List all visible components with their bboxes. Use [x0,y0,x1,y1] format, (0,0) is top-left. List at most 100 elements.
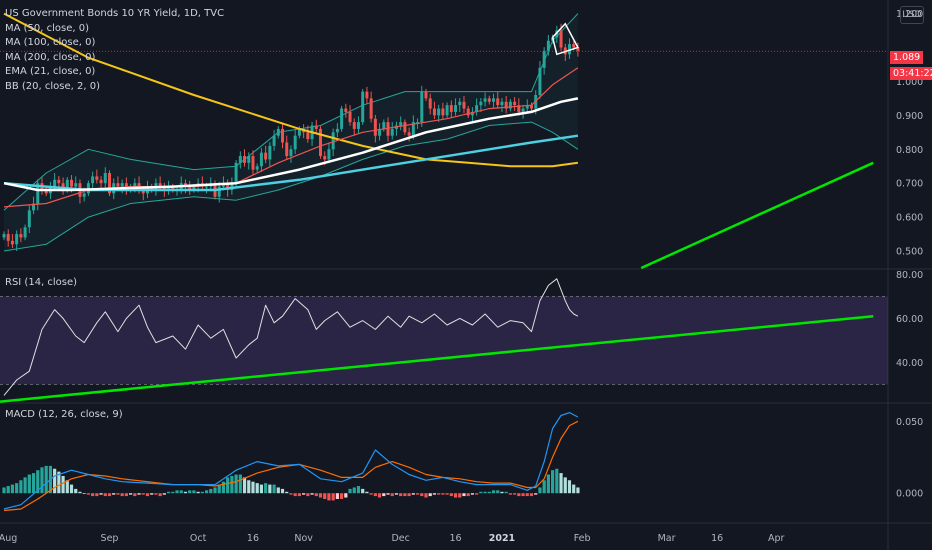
time-axis-tick: 16 [247,533,259,544]
macd-histogram-bar [103,493,107,497]
macd-histogram-bar [285,491,289,494]
candle [217,186,221,197]
macd-histogram-bar [255,483,259,494]
candle [546,40,550,51]
macd-histogram-bar [327,493,331,501]
macd-histogram-bar [335,493,339,499]
macd-histogram-bar [513,493,517,495]
candle [466,108,470,116]
candle [470,111,474,116]
candle [327,149,331,160]
candle [340,108,344,129]
candle [255,166,259,170]
macd-histogram-bar [491,490,496,494]
macd-signal-line [3,420,579,512]
time-axis-tick: Aug [0,533,17,544]
countdown-tag: 03:41:22 [890,67,932,80]
macd-histogram-bar [529,493,534,497]
macd-histogram-bar [141,493,145,495]
macd-histogram-bar [27,474,31,494]
candle [293,135,297,150]
candle [32,203,36,211]
candle [403,122,407,133]
macd-histogram-bar [356,486,361,494]
macd-histogram-bar [247,480,251,494]
macd-histogram-bar [145,493,150,497]
candle [23,227,27,238]
macd-histogram-bar [458,493,462,498]
candle [319,128,322,157]
macd-histogram-bar [437,493,441,495]
macd-histogram-bar [344,493,348,498]
macd-histogram-bar [551,470,555,494]
macd-histogram-bar [466,493,470,497]
candle [441,108,445,116]
candle [500,101,504,106]
candle [314,125,318,129]
candle [335,128,339,133]
price-axis-tick: 0.700 [896,179,923,190]
macd-histogram-bar [158,493,162,497]
candle [382,122,386,129]
macd-histogram-bar [449,493,453,497]
macd-histogram-bar [44,465,48,494]
candle [70,179,74,187]
macd-histogram-bar [483,491,487,494]
candle [247,156,251,163]
candle [108,173,111,194]
macd-histogram-bar [204,490,209,494]
candle [82,193,86,197]
candle [188,186,192,190]
macd-histogram-bar [272,484,276,494]
macd-histogram-bar [542,480,546,494]
macd-histogram-bar [508,493,512,495]
macd-histogram-bar [65,480,69,494]
macd-histogram-bar [462,493,466,497]
macd-histogram-bar [306,493,310,497]
ma100-line [3,134,579,192]
macd-histogram-bar [133,493,137,497]
macd-histogram-bar [407,493,411,497]
macd-histogram-bar [53,468,57,494]
candle [416,122,420,124]
candle [458,101,462,106]
macd-histogram-bar [137,493,141,495]
legend-ma50[interactable]: MA (50, close, 0) [5,22,90,34]
macd-histogram-bar [572,484,576,494]
candle [513,101,517,106]
macd-histogram-bar [116,493,120,495]
legend-ema21[interactable]: EMA (21, close, 0) [5,66,96,78]
candle [411,122,415,136]
legend-bb[interactable]: BB (20, close, 2, 0) [5,80,100,92]
candle [272,135,276,146]
macd-histogram-bar [209,488,213,494]
candle [61,183,65,190]
macd-histogram-bar [310,493,314,495]
macd-histogram-bar [251,481,255,494]
macd-histogram-bar [289,493,293,495]
macd-histogram-bar [546,474,550,494]
legend-ma200[interactable]: MA (200, close, 0) [5,51,96,63]
candle [95,176,99,180]
candle [538,67,542,95]
chart-title: US Government Bonds 10 YR Yield, 1D, TVC [5,8,225,19]
macd-histogram-bar [302,493,306,495]
candle [432,108,436,116]
macd-histogram-bar [323,493,327,499]
macd-histogram-bar [382,493,386,497]
currency-button[interactable]: USD [900,6,924,24]
candle [91,176,95,184]
macd-histogram-bar [120,493,124,497]
legend-ma100[interactable]: MA (100, close, 0) [5,37,96,49]
rsi-title[interactable]: RSI (14, close) [5,277,78,288]
macd-histogram-bar [567,480,572,494]
macd-histogram-bar [226,477,230,494]
macd-title[interactable]: MACD (12, 26, close, 9) [5,409,123,420]
macd-histogram-bar [538,487,542,494]
time-axis-tick: Oct [190,533,207,544]
candle [226,183,230,190]
candle [348,111,352,123]
macd-histogram-bar [318,493,323,498]
